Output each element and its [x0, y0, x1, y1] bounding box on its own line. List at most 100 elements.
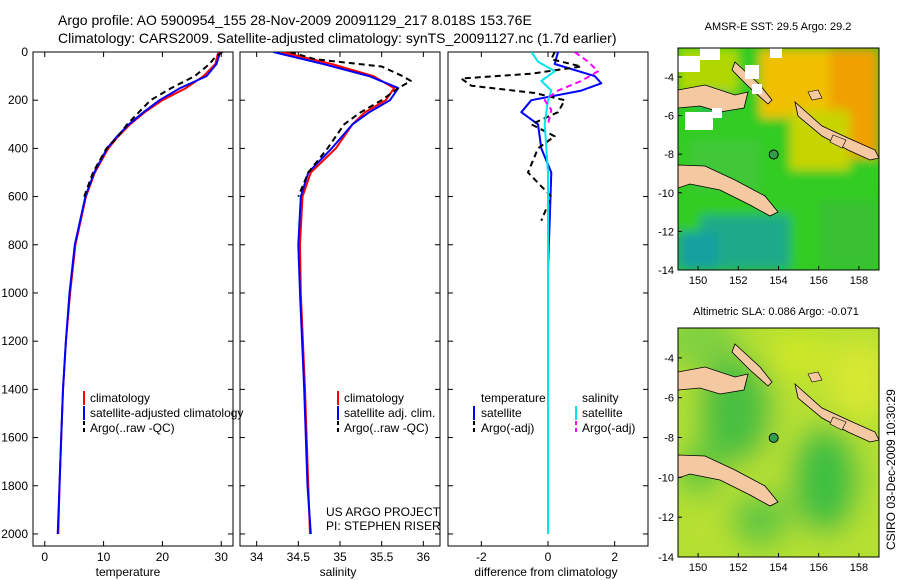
map-x-tick-label: 154 [769, 562, 787, 574]
map-y-tick-label: -4 [664, 353, 674, 365]
map-x-tick-label: 150 [689, 562, 707, 574]
x-tick-label: 34.5 [287, 550, 311, 564]
y-tick-label: 1400 [1, 382, 28, 396]
x-tick-label: 35.5 [370, 550, 394, 564]
map-y-tick-label: -14 [658, 552, 674, 564]
x-tick-label: 2 [611, 550, 618, 564]
temperature-legend: climatology satellite-adjusted climatolo… [83, 391, 243, 435]
legend-label-sat-adj: satellite adj. clim. [344, 406, 435, 420]
map-x-tick-label: 156 [810, 562, 828, 574]
legend-label-sat-adjusted: satellite-adjusted climatology [90, 406, 243, 420]
sla-map-title: Altimetric SLA: 0.086 Argo: -0.071 [693, 306, 859, 318]
y-tick-label: 1000 [1, 286, 28, 300]
legend-label-sal-argo: Argo(-adj) [582, 421, 635, 435]
series-line-climatology [281, 52, 396, 535]
map-y-tick-label: -14 [658, 265, 674, 277]
x-tick-label: 36 [417, 550, 431, 564]
legend-label-temp-satellite: satellite [481, 406, 522, 420]
series-line-temperature-argo-adj [460, 52, 583, 222]
temperature-axes-frame [32, 51, 234, 547]
series-line-satellite-adj-clim [273, 52, 400, 535]
map-y-tick-label: -10 [658, 472, 674, 484]
difference-series-layer [460, 52, 603, 534]
x-tick-label: 30 [215, 550, 229, 564]
legend-label-temp-argo: Argo(-adj) [481, 421, 534, 435]
map-y-tick-label: -4 [664, 72, 674, 84]
sla-field [678, 328, 879, 557]
x-tick-label: 0 [41, 550, 48, 564]
temperature-series-layer [56, 52, 223, 535]
series-line-argo-raw-qc [289, 52, 412, 197]
sst-map-title: AMSR-E SST: 29.5 Argo: 29.2 [705, 21, 852, 33]
x-tick-label: -2 [476, 550, 487, 564]
map-y-tick-label: -6 [664, 393, 674, 405]
y-tick-label: 800 [8, 238, 28, 252]
map-x-tick-label: 152 [729, 562, 747, 574]
map-y-tick-label: -8 [664, 149, 674, 161]
map-y-tick-label: -6 [664, 111, 674, 123]
map-x-tick-label: 150 [689, 275, 707, 287]
sst-field [678, 48, 879, 270]
sla-map-tick-layer: 150 152 154 156 158 -4 -6 -8 -10 -12 -14 [658, 353, 868, 574]
salinity-axes-frame [239, 51, 441, 547]
legend-heading-salinity: salinity [582, 391, 619, 405]
x-tick-label: 0 [545, 550, 552, 564]
legend-label-argo: Argo(..raw -QC) [344, 421, 429, 435]
map-y-tick-label: -12 [658, 226, 674, 238]
x-tick-label: 35 [333, 550, 347, 564]
difference-xlabel: difference from climatology [474, 565, 617, 579]
float-position-marker [768, 149, 779, 160]
y-tick-label: 1200 [1, 334, 28, 348]
y-tick-label: 1600 [1, 431, 28, 445]
sst-map-panel: AMSR-E SST: 29.5 Argo: 29.2 [658, 21, 880, 287]
y-tick-label: 2000 [1, 527, 28, 541]
legend-heading-temperature: temperature [481, 391, 546, 405]
sst-float-layer [768, 149, 779, 160]
salinity-panel: 34 34.5 35 35.5 36 salinity climatology sate… [239, 51, 441, 579]
legend-label-sal-satellite: satellite [582, 406, 623, 420]
x-tick-label: 34 [250, 550, 264, 564]
map-x-tick-label: 158 [850, 275, 868, 287]
project-credit: US ARGO PROJECT [326, 505, 441, 519]
map-x-tick-label: 156 [810, 275, 828, 287]
legend-label-climatology: climatology [344, 391, 404, 405]
map-x-tick-label: 152 [729, 275, 747, 287]
map-y-tick-label: -12 [658, 512, 674, 524]
float-position-marker [768, 432, 779, 443]
y-tick-label: 400 [8, 141, 28, 155]
salinity-xlabel: salinity [320, 565, 357, 579]
sla-map-panel: Altimetric SLA: 0.086 Argo: -0.071 150 15… [658, 306, 880, 574]
y-tick-label: 1800 [1, 479, 28, 493]
map-x-tick-label: 154 [769, 275, 787, 287]
difference-tick-layer: -2 0 2 [448, 51, 648, 564]
series-line-satellite-adjusted-climatology [56, 52, 222, 535]
salinity-tick-layer: 34 34.5 35 35.5 36 [240, 51, 440, 564]
salinity-series-layer [273, 52, 412, 535]
y-tick-label: 600 [8, 190, 28, 204]
temperature-xlabel: temperature [96, 565, 161, 579]
series-line-climatology [57, 52, 220, 535]
temperature-panel: 0 10 20 30 0 200 400 600 800 1000 1200 1400 1600 1800… [1, 45, 243, 579]
series-line-salinity-satellite [530, 52, 556, 534]
series-line-argo-raw-qc [83, 52, 223, 197]
figure-title-line2: Climatology: CARS2009. Satellite-adjuste… [58, 30, 616, 46]
y-tick-label: 0 [21, 45, 28, 59]
temperature-tick-layer: 0 10 20 30 0 200 400 600 800 1000 1200 1400 1600 1800… [1, 45, 233, 564]
difference-panel: -2 0 2 difference from climatology tempera… [447, 51, 649, 579]
series-line-salinity-argo-adj [543, 52, 599, 125]
map-x-tick-label: 158 [850, 562, 868, 574]
y-tick-label: 200 [8, 93, 28, 107]
legend-label-climatology: climatology [90, 391, 150, 405]
legend-label-argo: Argo(..raw -QC) [90, 421, 175, 435]
x-tick-label: 20 [156, 550, 170, 564]
salinity-legend: climatology satellite adj. clim. Argo(..… [337, 391, 435, 435]
timestamp-credit: CSIRO 03-Dec-2009 10:30:29 [884, 389, 898, 550]
x-tick-label: 10 [97, 550, 111, 564]
difference-legend: temperature satellite Argo(-adj) salinit… [473, 391, 635, 435]
map-y-tick-label: -10 [658, 188, 674, 200]
map-y-tick-label: -8 [664, 433, 674, 445]
sst-map-tick-layer: 150 152 154 156 158 -4 -6 -8 -10 -12 -14 [658, 72, 868, 287]
figure-title-line1: Argo profile: AO 5900954_155 28-Nov-2009… [58, 12, 532, 28]
sla-float-layer [768, 432, 779, 443]
